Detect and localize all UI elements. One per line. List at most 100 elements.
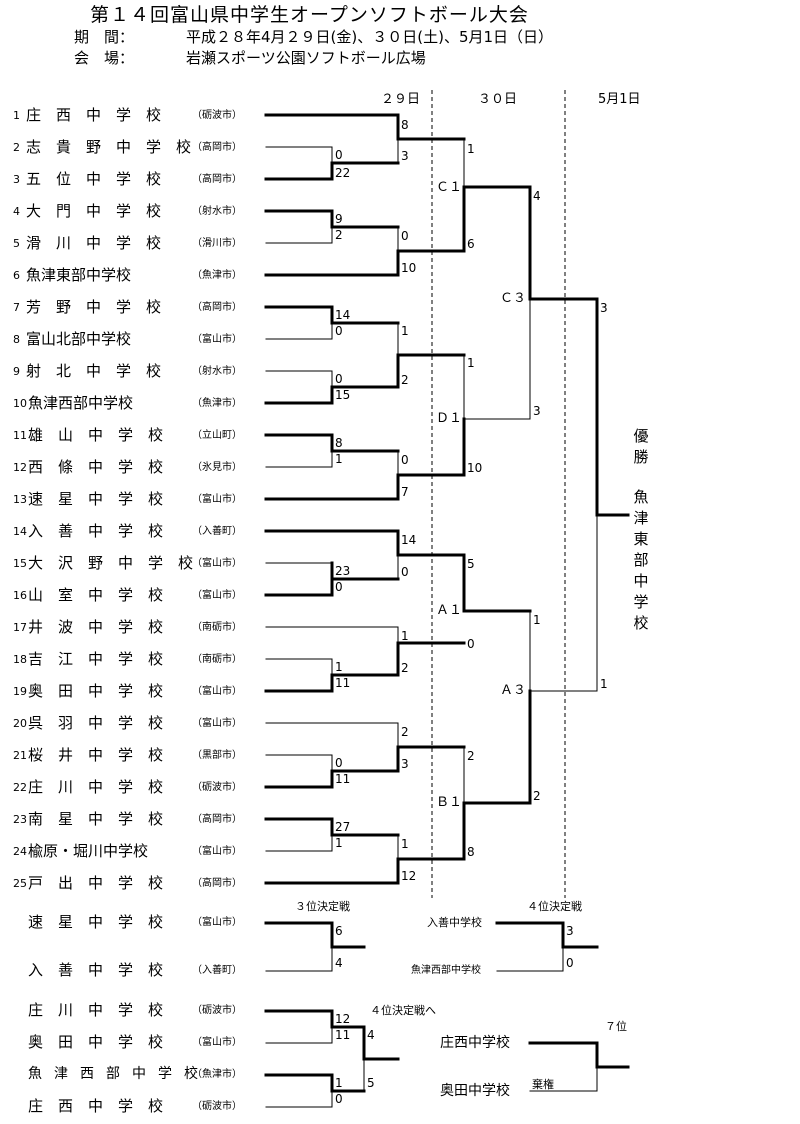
score: 11 [335, 676, 351, 690]
team-city: （富山市） [192, 334, 242, 345]
score: 6 [467, 237, 475, 251]
champion-label: 優勝 [633, 427, 649, 466]
seventh-title: ７位 [605, 1020, 627, 1033]
score: 3 [401, 757, 409, 771]
venue-value: 岩瀬スポーツ公園ソフトボール広場 [186, 49, 426, 67]
team-number: 25 [13, 877, 27, 890]
venue-label: 会 場： [74, 49, 135, 67]
match-label-a1: Ａ１ [436, 603, 463, 618]
team-city: （高岡市） [192, 174, 242, 185]
score: 1 [335, 836, 343, 850]
team-name: 戸 出 中 学 校 [28, 874, 164, 892]
third-team-2-city: （入善町） [192, 965, 242, 976]
score: 12 [335, 1012, 351, 1026]
score: 1 [335, 452, 343, 466]
score: 1 [467, 142, 475, 156]
team-number: 4 [13, 205, 20, 218]
score: 0 [401, 453, 409, 467]
third-team-2: 入 善 中 学 校 [28, 961, 164, 979]
team-city: （高岡市） [192, 142, 242, 153]
period-label: 期 間： [74, 28, 135, 46]
team-name: 大 沢 野 中 学 校 [28, 554, 194, 572]
to4-team-3-city: （魚津市） [192, 1069, 242, 1080]
team-number: 15 [13, 557, 27, 570]
score: 0 [335, 324, 343, 338]
period-value: 平成２８年4月２９日(金)、３０日(土)、5月1日（日） [186, 28, 554, 46]
score: 14 [335, 308, 351, 322]
team-city: （富山市） [192, 558, 242, 569]
team-name: 射 北 中 学 校 [26, 362, 162, 380]
team-city: （富山市） [192, 590, 242, 601]
score: 1 [335, 660, 343, 674]
team-name: 奥 田 中 学 校 [28, 682, 164, 700]
score: 0 [467, 637, 475, 651]
score: 1 [401, 837, 409, 851]
team-number: 10 [13, 397, 27, 410]
team-number: 18 [13, 653, 27, 666]
score: 6 [335, 924, 343, 938]
team-name: 南 星 中 学 校 [28, 810, 164, 828]
score: 5 [367, 1076, 375, 1090]
score: 0 [566, 956, 574, 970]
team-city: （富山市） [192, 718, 242, 729]
score: 27 [335, 820, 351, 834]
team-number: 8 [13, 333, 20, 346]
score: 3 [533, 404, 541, 418]
score: 1 [335, 1076, 343, 1090]
team-city: （魚津市） [192, 398, 242, 409]
score: 0 [401, 565, 409, 579]
team-name: 魚津西部中学校 [28, 394, 134, 412]
team-number: 7 [13, 301, 20, 314]
team-name: 雄 山 中 学 校 [28, 426, 164, 444]
team-number: 6 [13, 269, 20, 282]
score: 4 [533, 189, 541, 203]
team-city: （黒部市） [192, 750, 242, 761]
team-number: 23 [13, 813, 27, 826]
team-city: （立山町） [192, 430, 242, 441]
score: 2 [533, 789, 541, 803]
team-name: 楡原・堀川中学校 [28, 842, 149, 860]
day-header-30: ３０日 [478, 92, 518, 107]
champion-team: 魚津東部中学校 [633, 488, 649, 632]
team-number: 20 [13, 717, 27, 730]
page-title: 第１４回富山県中学生オープンソフトボール大会 [90, 4, 529, 26]
match-label-c3: Ｃ３ [500, 291, 527, 306]
team-city: （富山市） [192, 494, 242, 505]
team-city: （富山市） [192, 686, 242, 697]
score: 1 [401, 324, 409, 338]
to4-team-2-city: （富山市） [192, 1037, 242, 1048]
team-city: （射水市） [192, 206, 242, 217]
team-city: （射水市） [192, 366, 242, 377]
score: 1 [533, 613, 541, 627]
score: 22 [335, 166, 351, 180]
team-number: 17 [13, 621, 27, 634]
to4-team-4-city: （砺波市） [192, 1101, 242, 1112]
team-name: 志 貴 野 中 学 校 [26, 138, 192, 156]
team-name: 大 門 中 学 校 [26, 202, 162, 220]
team-city: （南砺市） [192, 654, 242, 665]
team-name: 庄 川 中 学 校 [28, 778, 164, 796]
score: 1 [401, 629, 409, 643]
day-header-may1: 5月1日 [598, 92, 641, 107]
team-number: 14 [13, 525, 27, 538]
day-header-29: ２９日 [381, 92, 421, 107]
team-name: 庄 西 中 学 校 [26, 106, 162, 124]
score: 3 [600, 301, 608, 315]
score: 11 [335, 772, 351, 786]
fourth-team-2: 魚津西部中学校 [411, 965, 481, 976]
to4-team-3: 魚 津 西 部 中 学 校 [28, 1066, 198, 1082]
match-label-d1: Ｄ１ [436, 411, 463, 426]
fourth-place-title: ４位決定戦 [527, 900, 582, 913]
score: 2 [401, 661, 409, 675]
team-city: （砺波市） [192, 782, 242, 793]
team-name: 芳 野 中 学 校 [26, 298, 162, 316]
score: 7 [401, 485, 409, 499]
score: 3 [566, 924, 574, 938]
team-number: 3 [13, 173, 20, 186]
team-number: 1 [13, 109, 20, 122]
to-fourth-title: ４位決定戦へ [370, 1004, 436, 1017]
score: 11 [335, 1028, 351, 1042]
team-city: （高岡市） [192, 814, 242, 825]
team-city: （高岡市） [192, 302, 242, 313]
score: 10 [467, 461, 483, 475]
